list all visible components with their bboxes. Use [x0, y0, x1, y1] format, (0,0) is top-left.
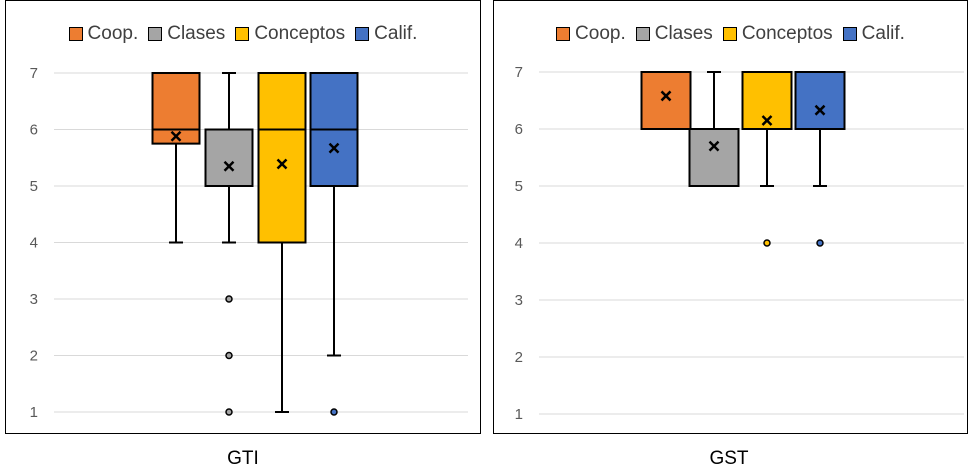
legend: Coop. Clases Conceptos Calif. — [494, 23, 967, 45]
chart-caption-gti: GTI — [227, 448, 259, 469]
chart-caption-gst: GST — [709, 448, 749, 469]
legend-item-coop: Coop. — [68, 23, 139, 45]
mean-marker-stroke — [276, 158, 288, 170]
legend-label-conceptos: Conceptos — [741, 23, 833, 44]
mean-marker-conceptos — [276, 158, 288, 170]
y-tick-label: 4 — [515, 235, 523, 252]
legend-swatch-coop — [556, 27, 571, 41]
boxplot-gst: 1 2 3 4 5 6 7 — [515, 64, 964, 423]
legend-label-calif: Calif. — [374, 23, 418, 44]
mean-marker-stroke — [814, 104, 826, 116]
legend-item-clases: Clases — [635, 23, 713, 45]
legend: Coop. Clases Conceptos Calif. — [6, 23, 480, 45]
mean-marker-calif — [814, 104, 826, 116]
box-coop — [151, 72, 201, 145]
legend-label-clases: Clases — [654, 23, 713, 44]
outlier-point-clases — [225, 295, 233, 303]
legend-label-coop: Coop. — [575, 23, 626, 44]
mean-marker-stroke — [708, 140, 720, 152]
y-tick-label: 4 — [30, 235, 38, 252]
boxplot-gti: 1 2 3 4 5 6 7 — [30, 65, 468, 421]
y-tick-label: 2 — [30, 348, 38, 365]
y-tick-label: 1 — [30, 404, 38, 421]
mean-marker-clases — [708, 140, 720, 152]
y-tick-label: 3 — [30, 291, 38, 308]
y-tick-label: 6 — [30, 122, 38, 139]
outlier-point-clases — [225, 351, 233, 360]
legend-item-conceptos: Conceptos — [235, 23, 345, 45]
y-tick-label: 5 — [30, 178, 38, 195]
box-clases — [204, 128, 254, 187]
legend-label-coop: Coop. — [87, 23, 139, 44]
box-calif — [794, 71, 846, 130]
outlier-point-calif — [330, 408, 338, 416]
legend-label-calif: Calif. — [861, 23, 905, 44]
y-tick-label: 7 — [515, 64, 523, 81]
legend-swatch-conceptos — [722, 27, 737, 41]
y-tick-label: 2 — [515, 349, 523, 366]
legend-swatch-calif — [355, 27, 370, 41]
legend-label-conceptos: Conceptos — [254, 23, 346, 44]
mean-marker-coop — [660, 90, 672, 102]
y-tick-label: 3 — [515, 292, 523, 309]
outlier-point-conceptos — [763, 239, 771, 247]
mean-marker-stroke — [761, 115, 773, 126]
legend-swatch-conceptos — [235, 27, 250, 41]
legend-label-clases: Clases — [167, 23, 226, 44]
legend-swatch-coop — [68, 27, 83, 41]
mean-marker-coop — [170, 130, 182, 142]
legend-item-clases: Clases — [148, 23, 225, 45]
y-tick-label: 1 — [515, 406, 523, 423]
box-coop — [640, 71, 692, 130]
y-tick-label: 7 — [30, 65, 38, 82]
legend-item-conceptos: Conceptos — [722, 23, 833, 45]
mean-marker-clases — [223, 160, 235, 172]
box-conceptos — [257, 72, 307, 244]
legend-swatch-calif — [842, 27, 857, 41]
mean-marker-stroke — [223, 160, 235, 172]
y-tick-label: 6 — [515, 121, 523, 138]
y-tick-label: 5 — [515, 178, 523, 195]
chart-panel-gti: Coop. Clases Conceptos Calif. 1 2 3 4 5 6 7 — [5, 0, 481, 434]
mean-marker-calif — [328, 142, 340, 154]
mean-marker-stroke — [660, 90, 672, 102]
outlier-point-calif — [816, 239, 824, 247]
legend-item-calif: Calif. — [842, 23, 905, 45]
mean-marker-stroke — [170, 130, 182, 142]
legend-item-coop: Coop. — [556, 23, 626, 45]
box-clases — [688, 128, 740, 187]
legend-item-calif: Calif. — [355, 23, 417, 45]
mean-marker-stroke — [328, 142, 340, 154]
legend-swatch-clases — [148, 27, 163, 41]
outlier-point-clases — [225, 408, 233, 416]
chart-panel-gst: Coop. Clases Conceptos Calif. 1 2 3 4 5 6 7 — [493, 0, 968, 434]
legend-swatch-clases — [635, 27, 650, 41]
mean-marker-conceptos — [761, 115, 773, 126]
